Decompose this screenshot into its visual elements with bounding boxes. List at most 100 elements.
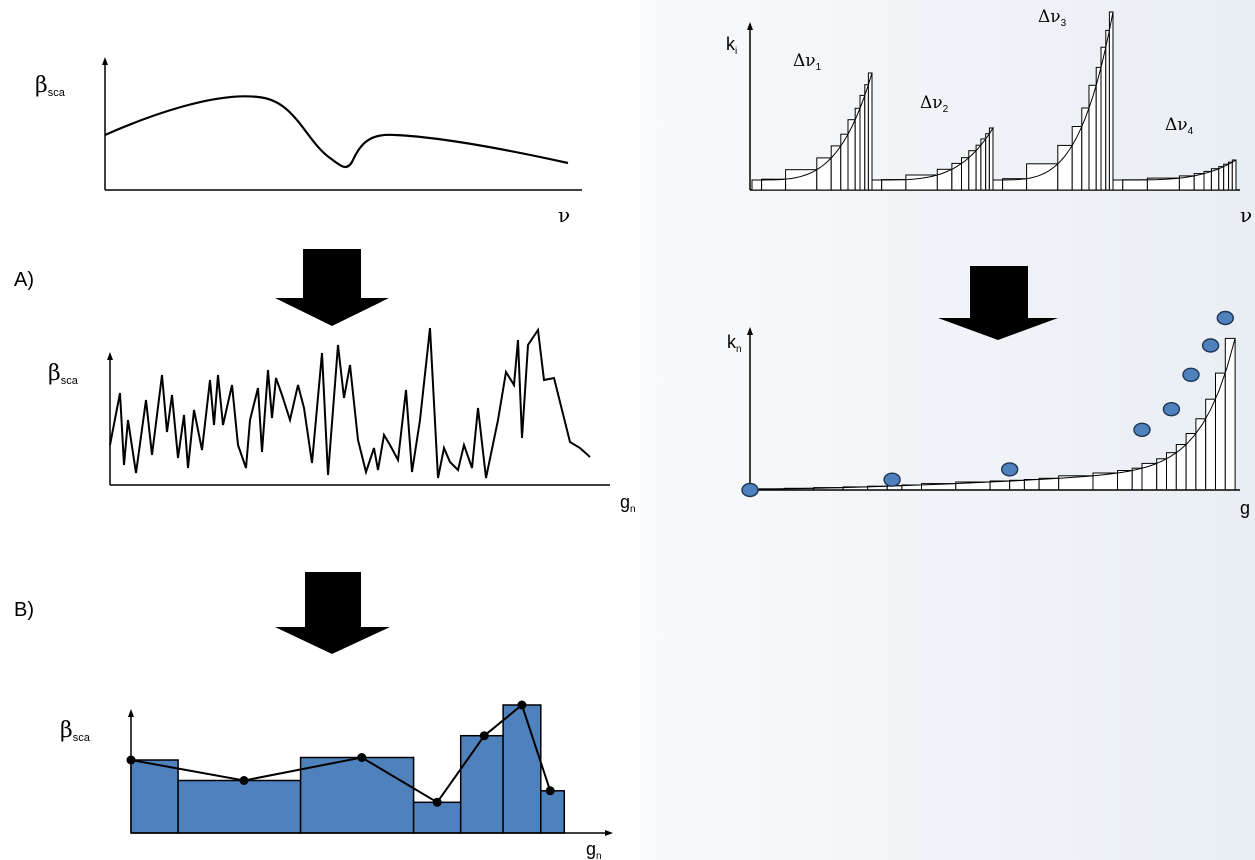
absorption-bin [1108,11,1114,191]
absorption-bin [951,162,963,191]
interval-label-4: Δν4 [1165,115,1194,137]
bottom-left-x-label: gn [586,839,602,860]
bin-mean-point-1 [126,755,136,765]
bin-mean-points [126,700,555,807]
quadrature-point-4 [1133,422,1151,437]
sorted-k-bin [1195,418,1207,491]
sorted-k-bin [1215,372,1226,491]
top-left-x-label: ν [558,203,570,227]
absorption-bin [1223,163,1230,191]
top-right-x-label: ν [1240,203,1252,227]
scattering-spectrum-curve [104,95,569,169]
absorption-bin [1231,159,1237,191]
absorption-bin [992,179,1004,191]
absorption-bin [1112,179,1124,191]
absorption-bin [1081,107,1090,191]
sorted-k-bin [1131,467,1143,491]
quadrature-point-6 [1182,367,1200,382]
down-arrow-2 [275,572,390,654]
absorption-bin [988,127,994,191]
bin-bar-6 [502,704,542,834]
absorption-curve [752,11,1237,181]
bin-bars [130,704,566,834]
down-arrow-3 [938,266,1058,340]
middle-left-x-label: gn [620,492,636,515]
bin-mean-point-5 [479,731,489,741]
bin-bar-5 [459,734,504,834]
absorption-bin [985,133,990,191]
absorption-bin [1210,168,1220,191]
bin-bar-7 [540,790,566,834]
bottom-right-plot: kn g [727,310,1250,518]
middle-left-y-arrowhead [107,352,113,360]
bottom-left-y-label: βsca [60,718,91,744]
noisy-scattering-curve [109,327,591,479]
bin-bar-1 [130,759,179,834]
absorption-bin [975,144,982,191]
absorption-bin [847,119,856,191]
bottom-left-plot: βsca gn [60,700,613,860]
bottom-left-x-arrowhead [605,830,613,836]
quadrature-point-8 [1216,310,1235,326]
bin-mean-point-4 [432,797,442,807]
top-left-plot: βsca ν [35,57,582,227]
sorted-k-bin [1023,479,1040,491]
absorption-bin [1203,170,1212,191]
bottom-right-y-label: kn [727,332,742,355]
absorption-bin [1095,66,1102,191]
sorted-k-bin [1038,477,1060,491]
quadrature-point-2 [883,472,901,487]
absorption-bin [1122,179,1148,191]
down-arrow-1 [275,249,389,326]
step-label-b: B) [14,599,34,621]
top-right-y-label: ki [726,34,737,57]
bin-mean-point-3 [357,753,367,762]
bin-bar-3 [299,756,415,834]
top-right-y-arrowhead [747,22,753,30]
sorted-k-bin [1009,479,1025,491]
bin-bar-2 [177,779,302,834]
absorption-bin [1218,166,1225,191]
middle-left-y-label: βsca [48,361,79,387]
quadrature-point-1 [741,482,759,498]
sorted-k-bin [1224,337,1236,491]
absorption-bin [840,133,849,191]
bin-mean-point-6 [517,700,527,710]
bottom-right-y-arrowhead [747,327,753,335]
quadrature-point-5 [1162,402,1181,417]
absorption-bin [867,72,873,191]
bottom-left-y-arrowhead [128,709,134,717]
sorted-k-bin [1117,470,1133,491]
k-distribution-curve [750,338,1236,490]
absorption-bin [1100,46,1107,191]
absorption-bin [859,94,866,191]
absorption-bin [980,138,987,191]
top-left-y-arrowhead [102,57,108,65]
bottom-right-x-label: g [1240,498,1250,518]
absorption-bin [1228,161,1233,191]
interval-label-3: Δν3 [1038,7,1067,29]
absorption-bin [854,107,861,191]
sorted-k-bin [1205,398,1216,491]
absorption-bin [816,157,832,191]
absorption-bins [751,11,1237,191]
absorption-bin [751,179,763,191]
interval-label-1: Δν1 [793,51,822,73]
quadrature-points [741,310,1235,498]
quadrature-point-7 [1201,338,1220,353]
top-left-y-label: βsca [35,73,66,99]
absorption-bin [1105,29,1110,191]
top-right-plot: ki ν Δν1 Δν2 Δν3 Δν4 [726,7,1252,227]
bin-mean-point-2 [239,776,249,785]
quadrature-point-3 [1001,462,1019,477]
sorted-k-bin [1185,433,1197,491]
bin-bar-4 [412,801,462,834]
interval-label-2: Δν2 [920,93,949,115]
absorption-bin [1088,84,1097,191]
absorption-bin [761,178,787,191]
absorption-bin [881,179,907,191]
middle-left-plot: βsca gn [48,327,636,515]
absorption-bin [1057,144,1073,191]
bin-mean-point-7 [545,786,555,796]
